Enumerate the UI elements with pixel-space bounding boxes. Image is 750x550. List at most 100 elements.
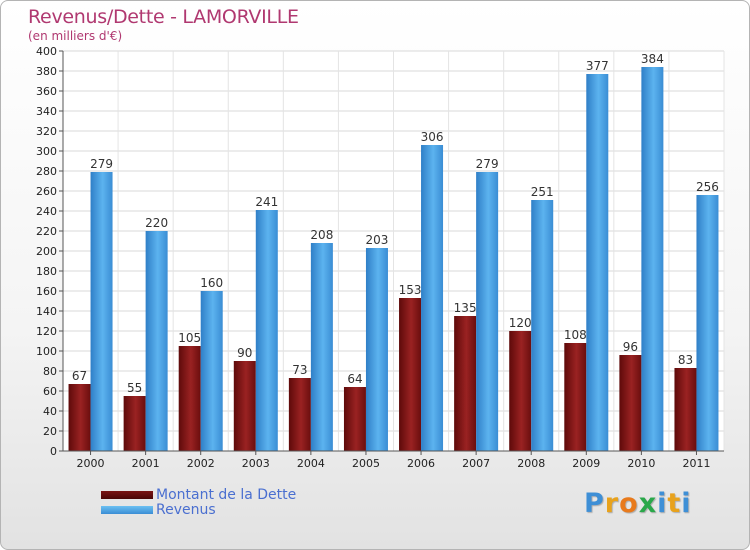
y-tick-label: 80 (43, 365, 57, 378)
y-tick-label: 400 (36, 45, 57, 58)
bar-debt-2000 (68, 384, 91, 451)
y-tick-label: 340 (36, 105, 57, 118)
x-tick-label-2011: 2011 (682, 457, 710, 470)
bar-revenue-2006 (421, 145, 444, 451)
data-label-debt-2011: 83 (678, 353, 693, 367)
logo-letter: P (584, 488, 605, 519)
data-label-revenue-2011: 256 (696, 180, 719, 194)
data-label-revenue-2004: 208 (310, 228, 333, 242)
bar-debt-2001 (123, 396, 146, 451)
data-label-revenue-2000: 279 (90, 157, 113, 171)
x-tick-label-2000: 2000 (77, 457, 105, 470)
y-tick-label: 120 (36, 325, 57, 338)
legend-swatch-debt (101, 491, 153, 499)
data-label-revenue-2009: 377 (586, 59, 609, 73)
y-tick-label: 60 (43, 385, 57, 398)
bar-revenue-2007 (476, 172, 499, 451)
y-tick-label: 260 (36, 185, 57, 198)
data-label-revenue-2007: 279 (476, 157, 499, 171)
data-label-debt-2007: 135 (454, 301, 477, 315)
y-tick-label: 380 (36, 65, 57, 78)
x-tick-label-2002: 2002 (187, 457, 215, 470)
legend-label-revenue: Revenus (156, 502, 216, 518)
data-label-debt-2008: 120 (509, 316, 532, 330)
x-tick-label-2004: 2004 (297, 457, 325, 470)
bar-revenue-2000 (90, 172, 113, 451)
y-tick-label: 160 (36, 285, 57, 298)
y-tick-label: 360 (36, 85, 57, 98)
data-label-debt-2005: 64 (347, 372, 362, 386)
data-label-debt-2004: 73 (292, 363, 307, 377)
bar-debt-2007 (454, 316, 477, 451)
axis-layer: 0 20 40 60 80 100 120 140 160 180 200 220 240 260 280 3… (36, 45, 724, 470)
x-tick-label-2010: 2010 (627, 457, 655, 470)
labels-layer: 67 279 55 220 105 160 90 241 73 208 64 203 153 306 135… (72, 52, 719, 395)
bars-layer (68, 67, 719, 451)
data-label-revenue-2005: 203 (366, 233, 389, 247)
bar-debt-2005 (343, 387, 366, 451)
bar-debt-2009 (564, 343, 587, 451)
bar-debt-2006 (399, 298, 422, 451)
bar-revenue-2011 (696, 195, 719, 451)
logo-letter: x (638, 488, 658, 519)
legend-label-debt: Montant de la Dette (156, 487, 297, 503)
y-tick-label: 20 (43, 425, 57, 438)
data-label-revenue-2006: 306 (421, 130, 444, 144)
logo-letter: i (681, 488, 692, 519)
y-tick-label: 0 (50, 445, 57, 458)
y-tick-label: 140 (36, 305, 57, 318)
bar-debt-2004 (288, 378, 311, 451)
chart-subtitle: (en milliers d'€) (28, 29, 123, 43)
bar-debt-2008 (509, 331, 532, 451)
x-tick-label-2008: 2008 (517, 457, 545, 470)
y-tick-label: 220 (36, 225, 57, 238)
logo-letter: o (619, 488, 639, 519)
bar-revenue-2001 (145, 231, 168, 451)
bar-revenue-2008 (531, 200, 554, 451)
bar-revenue-2004 (310, 243, 333, 451)
data-label-revenue-2010: 384 (641, 52, 664, 66)
y-tick-label: 320 (36, 125, 57, 138)
bar-revenue-2005 (365, 248, 388, 451)
y-tick-label: 280 (36, 165, 57, 178)
bar-debt-2002 (178, 346, 201, 451)
logo-letter: r (604, 488, 620, 519)
data-label-revenue-2008: 251 (531, 185, 554, 199)
x-tick-label-2005: 2005 (352, 457, 380, 470)
legend-swatch-revenue (101, 506, 153, 514)
proxiti-logo: Proxiti (584, 488, 692, 519)
bar-debt-2003 (233, 361, 256, 451)
bar-debt-2011 (674, 368, 697, 451)
data-label-debt-2001: 55 (127, 381, 142, 395)
x-tick-label-2006: 2006 (407, 457, 435, 470)
data-label-debt-2009: 108 (564, 328, 587, 342)
y-tick-label: 180 (36, 265, 57, 278)
x-tick-label-2003: 2003 (242, 457, 270, 470)
data-label-debt-2003: 90 (237, 346, 252, 360)
y-tick-label: 200 (36, 245, 57, 258)
bar-revenue-2002 (200, 291, 223, 451)
x-tick-label-2009: 2009 (572, 457, 600, 470)
y-tick-label: 40 (43, 405, 57, 418)
bar-debt-2010 (619, 355, 642, 451)
x-tick-label-2001: 2001 (132, 457, 160, 470)
data-label-debt-2006: 153 (399, 283, 422, 297)
y-tick-label: 240 (36, 205, 57, 218)
bar-revenue-2003 (255, 210, 278, 451)
data-label-revenue-2001: 220 (145, 216, 168, 230)
data-label-debt-2002: 105 (178, 331, 201, 345)
data-label-debt-2010: 96 (623, 340, 638, 354)
chart-title: Revenus/Dette - LAMORVILLE (28, 6, 299, 28)
data-label-revenue-2002: 160 (200, 276, 223, 290)
logo-letter: i (657, 488, 668, 519)
bar-revenue-2009 (586, 74, 609, 451)
x-tick-label-2007: 2007 (462, 457, 490, 470)
y-tick-label: 300 (36, 145, 57, 158)
data-label-revenue-2003: 241 (255, 195, 278, 209)
grid-layer (62, 50, 725, 452)
y-tick-label: 100 (36, 345, 57, 358)
logo-letter: t (667, 488, 682, 519)
data-label-debt-2000: 67 (72, 369, 87, 383)
